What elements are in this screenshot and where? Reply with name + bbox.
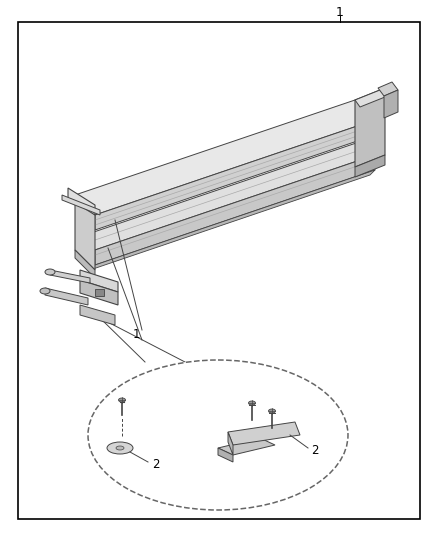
- Polygon shape: [85, 140, 375, 250]
- Polygon shape: [75, 195, 95, 270]
- Text: 1: 1: [336, 5, 344, 19]
- Polygon shape: [95, 120, 375, 230]
- Ellipse shape: [248, 401, 255, 405]
- Ellipse shape: [116, 446, 124, 450]
- Ellipse shape: [45, 269, 55, 275]
- Polygon shape: [228, 422, 300, 445]
- Polygon shape: [80, 280, 118, 305]
- Ellipse shape: [88, 360, 348, 510]
- Text: 2: 2: [152, 458, 159, 472]
- Ellipse shape: [119, 398, 126, 402]
- Ellipse shape: [268, 409, 276, 413]
- Text: 2: 2: [311, 443, 318, 456]
- Polygon shape: [75, 250, 95, 278]
- Polygon shape: [50, 270, 90, 283]
- Polygon shape: [218, 438, 275, 455]
- Polygon shape: [80, 270, 118, 292]
- Polygon shape: [355, 88, 390, 107]
- Polygon shape: [228, 432, 233, 455]
- Polygon shape: [45, 288, 88, 305]
- Ellipse shape: [107, 442, 133, 454]
- Polygon shape: [90, 170, 375, 270]
- Polygon shape: [218, 448, 233, 462]
- Polygon shape: [378, 82, 398, 96]
- Text: 1: 1: [133, 328, 140, 342]
- Polygon shape: [95, 155, 375, 265]
- Polygon shape: [68, 188, 95, 215]
- Polygon shape: [80, 305, 115, 325]
- Polygon shape: [384, 90, 398, 118]
- Polygon shape: [62, 195, 100, 215]
- Polygon shape: [355, 88, 385, 167]
- Ellipse shape: [40, 288, 50, 294]
- Polygon shape: [355, 155, 385, 177]
- Polygon shape: [75, 100, 375, 215]
- Bar: [95, 289, 104, 296]
